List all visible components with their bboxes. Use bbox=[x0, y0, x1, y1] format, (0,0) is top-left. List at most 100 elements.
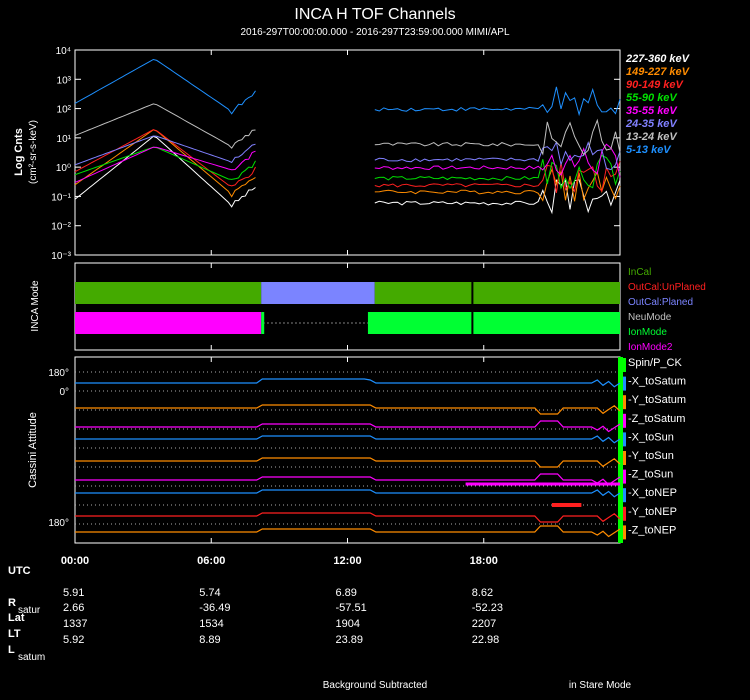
series-line-post-gap bbox=[374, 86, 621, 117]
legend-swatch bbox=[623, 358, 626, 372]
series-line-pre-gap bbox=[74, 135, 256, 166]
series-line-post-gap bbox=[374, 179, 621, 215]
attitude-series-line bbox=[75, 420, 621, 433]
cal-state-bar bbox=[261, 282, 375, 304]
legend-entry: 24-35 keV bbox=[625, 118, 678, 130]
footer-note: in Stare Mode bbox=[569, 680, 632, 691]
legend-entry: NeuMode bbox=[628, 312, 672, 323]
x-tick-label: 12:00 bbox=[333, 555, 361, 567]
legend-swatch bbox=[623, 469, 626, 484]
ephemeris-value: -52.23 bbox=[472, 602, 503, 614]
ephemeris-value: 22.98 bbox=[472, 634, 500, 646]
y-tick-label: 180° bbox=[48, 518, 69, 529]
legend-swatch bbox=[623, 506, 626, 521]
series-line-pre-gap bbox=[74, 58, 256, 115]
legend-entry: InCal bbox=[628, 267, 651, 278]
mode-state-bar bbox=[367, 312, 620, 334]
panel-frame-attitude bbox=[74, 356, 621, 544]
series-line-pre-gap bbox=[74, 146, 256, 180]
ephemeris-value: 1534 bbox=[199, 618, 223, 630]
x-tick-label: 06:00 bbox=[197, 555, 225, 567]
y-axis-units: (cm²-sr-s-keV) bbox=[28, 120, 39, 184]
y-tick-label: 10² bbox=[57, 105, 72, 116]
ephemeris-value: 5.91 bbox=[63, 587, 84, 599]
ephemeris-value: 5.92 bbox=[63, 634, 84, 646]
legend-entry: OutCal:Planed bbox=[628, 297, 693, 308]
series-line-pre-gap bbox=[74, 129, 256, 187]
attitude-series-line bbox=[75, 378, 621, 388]
y-tick-label: 10⁻¹ bbox=[51, 192, 71, 203]
legend-entry: -Y_toSun bbox=[628, 450, 674, 462]
ephemeris-label: Lat bbox=[8, 612, 25, 624]
legend-swatch bbox=[623, 488, 626, 503]
attitude-series-line bbox=[75, 404, 621, 415]
ephemeris-value: 23.89 bbox=[336, 634, 364, 646]
legend-swatch bbox=[623, 525, 626, 540]
legend-entry: -Z_toSatum bbox=[628, 413, 685, 425]
ephemeris-label: L bbox=[8, 644, 15, 656]
series-line-pre-gap bbox=[74, 135, 256, 208]
mode-state-bar bbox=[261, 312, 265, 334]
legend-entry: 55-90 keV bbox=[626, 92, 678, 104]
legend-entry: 5-13 keV bbox=[626, 144, 672, 156]
y-tick-label: 180° bbox=[48, 368, 69, 379]
y-tick-label: 10⁻² bbox=[51, 222, 71, 233]
series-line-post-gap bbox=[374, 140, 621, 171]
y-tick-label: 10⁻³ bbox=[51, 251, 71, 262]
legend-entry: -Z_toSun bbox=[628, 469, 673, 481]
legend-entry: 227-360 keV bbox=[625, 53, 691, 65]
footer-note: Background Subtracted bbox=[323, 680, 428, 691]
ephemeris-sublabel: satum bbox=[18, 652, 45, 663]
legend-entry: IonMode2 bbox=[628, 342, 673, 353]
series-line-post-gap bbox=[374, 154, 621, 190]
attitude-series-line bbox=[75, 435, 621, 444]
mode-state-bar bbox=[75, 312, 262, 334]
series-line-post-gap bbox=[374, 161, 621, 193]
x-axis-label: UTC bbox=[8, 565, 31, 577]
y-axis-label: Log Cnts bbox=[13, 128, 25, 176]
series-line-pre-gap bbox=[74, 146, 256, 183]
series-line-post-gap bbox=[374, 118, 621, 156]
ephemeris-label: LT bbox=[8, 628, 21, 640]
legend-swatch bbox=[623, 451, 626, 465]
legend-entry: 90-149 keV bbox=[626, 79, 685, 91]
legend-entry: IonMode bbox=[628, 327, 667, 338]
ephemeris-value: 8.62 bbox=[472, 587, 493, 599]
series-line-post-gap bbox=[374, 167, 621, 202]
ephemeris-value: -57.51 bbox=[336, 602, 367, 614]
y-axis-label: INCA Mode bbox=[30, 280, 41, 332]
panel-frame-mode bbox=[74, 262, 621, 351]
attitude-series-line bbox=[75, 525, 621, 538]
attitude-series-line bbox=[75, 473, 621, 486]
ephemeris-value: 8.89 bbox=[199, 634, 220, 646]
ephemeris-value: 6.89 bbox=[336, 587, 357, 599]
attitude-series-line bbox=[75, 489, 621, 498]
ephemeris-value: 5.74 bbox=[199, 587, 220, 599]
legend-entry: -Z_toNEP bbox=[628, 524, 676, 536]
legend-entry: -X_toSatum bbox=[628, 376, 686, 388]
y-axis-label: Cassini Attitude bbox=[27, 412, 39, 488]
series-line-pre-gap bbox=[74, 129, 256, 198]
ephemeris-value: 2.66 bbox=[63, 602, 84, 614]
ephemeris-sublabel: satur bbox=[18, 605, 41, 616]
legend-entry: -X_toSun bbox=[628, 431, 674, 443]
cal-state-bar bbox=[374, 282, 620, 304]
chart-subtitle: 2016-297T00:00:00.000 - 2016-297T23:59:0… bbox=[240, 27, 510, 38]
ephemeris-value: 1337 bbox=[63, 618, 87, 630]
y-tick-label: 10⁴ bbox=[56, 46, 71, 57]
chart-title: INCA H TOF Channels bbox=[294, 6, 456, 23]
legend-swatch bbox=[623, 376, 626, 391]
series-line-post-gap bbox=[374, 143, 621, 178]
x-tick-label: 00:00 bbox=[61, 555, 89, 567]
legend-entry: 13-24 keV bbox=[626, 131, 678, 143]
legend-swatch bbox=[623, 413, 626, 428]
ephemeris-value: 1904 bbox=[336, 618, 360, 630]
y-tick-label: 10⁰ bbox=[56, 163, 71, 174]
cal-state-bar bbox=[75, 282, 262, 304]
legend-entry: -X_toNEP bbox=[628, 487, 677, 499]
legend-entry: OutCal:UnPlaned bbox=[628, 282, 706, 293]
legend-entry: Spin/P_CK bbox=[628, 357, 682, 369]
y-tick-label: 10¹ bbox=[57, 134, 72, 145]
x-tick-label: 18:00 bbox=[470, 555, 498, 567]
